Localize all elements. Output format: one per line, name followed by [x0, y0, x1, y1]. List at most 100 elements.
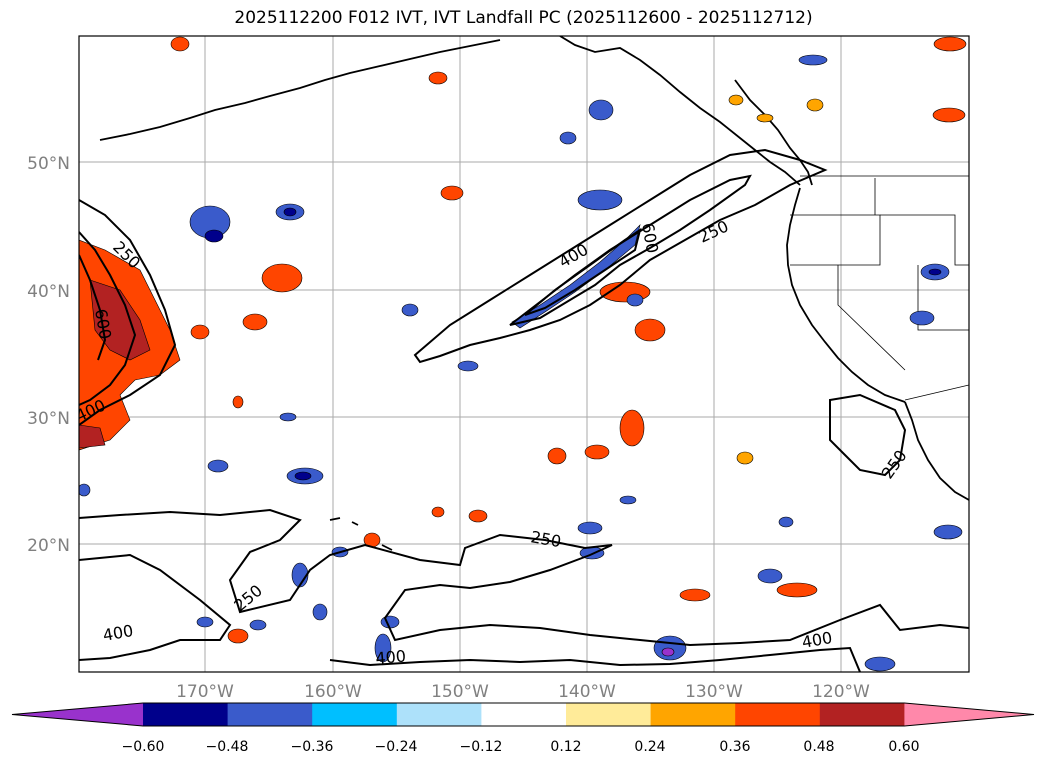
warm-blob: [756, 113, 774, 123]
cool-blob: [864, 656, 896, 672]
warm-blob: [776, 582, 818, 598]
cool-blob: [457, 360, 479, 372]
colorbar-ticks: −0.60 −0.48 −0.36 −0.24 −0.12 0.12 0.24 …: [122, 739, 920, 755]
lon-label: 150°W: [431, 682, 489, 702]
warm-blob: [736, 451, 754, 465]
cool-blob: [380, 615, 400, 629]
lon-label: 140°W: [558, 682, 616, 702]
ivt-contour-600-ar: [524, 227, 642, 316]
cool-blob: [577, 521, 603, 535]
state-border-4: [917, 265, 969, 331]
gridlines: [79, 36, 969, 672]
cool-blob: [374, 633, 392, 663]
colorbar-tick-label: −0.24: [375, 739, 418, 755]
colorbar-segment: [396, 703, 482, 726]
cool-blob: [588, 99, 614, 121]
warm-blob: [728, 94, 744, 106]
cool-ar-band: [511, 224, 641, 329]
lat-label: 20°N: [27, 536, 70, 556]
warm-blob: [190, 324, 210, 340]
warm-blob: [242, 313, 268, 331]
warm-blob: [806, 98, 824, 112]
cool-blob: [207, 459, 229, 473]
borders: [790, 175, 969, 401]
colorbar-tick-label: −0.36: [291, 739, 334, 755]
westcoast-usa: [786, 187, 906, 403]
warm-blob: [584, 444, 610, 460]
colorbar-segment: [312, 703, 398, 726]
hawaii-islands: [329, 517, 393, 551]
cool-blob-core: [204, 229, 224, 243]
colorbar-tick-label: 0.48: [803, 739, 834, 755]
warm-blob: [261, 263, 303, 293]
warm-blob: [227, 628, 249, 644]
ivt-contour-250-south: [79, 508, 969, 647]
cool-blob: [196, 616, 214, 628]
cool-blob-core: [294, 471, 312, 481]
cool-blob: [626, 293, 644, 307]
cool-blob: [757, 568, 783, 584]
colorbar-tick-label: −0.12: [460, 739, 503, 755]
map-area: [79, 36, 969, 672]
ivt-contour-250-west: [79, 199, 177, 426]
lon-labels: 170°W 160°W 150°W 140°W 130°W 120°W: [176, 682, 870, 702]
us-mexico-border: [904, 384, 969, 401]
warm-blob: [428, 71, 448, 85]
lon-label: 130°W: [685, 682, 743, 702]
colorbar-tick-label: 0.36: [719, 739, 750, 755]
cool-blob: [619, 495, 637, 505]
cool-blob: [798, 54, 828, 66]
colorbar-tick-label: 0.12: [550, 739, 581, 755]
cool-blob-core: [283, 207, 297, 217]
warm-blob: [468, 509, 488, 523]
contour-label: 400: [375, 646, 407, 668]
cool-blob-core: [661, 647, 675, 657]
lon-label: 120°W: [812, 682, 870, 702]
colorbar-segment: [819, 703, 905, 726]
lat-labels: 50°N 40°N 30°N 20°N: [27, 154, 70, 556]
baja-mexico-coast: [904, 401, 969, 501]
lon-label: 170°W: [176, 682, 234, 702]
cool-blob: [933, 524, 963, 540]
colorbar-tick-label: 0.24: [634, 739, 665, 755]
colorbar-tick-label: −0.60: [122, 739, 165, 755]
colorbar-tick-label: 0.60: [888, 739, 919, 755]
cool-blob-core: [928, 268, 942, 276]
colorbar-tick-label: −0.48: [206, 739, 249, 755]
cool-blob: [279, 412, 297, 422]
warm-blob: [170, 36, 190, 52]
alaska-coast: [559, 36, 801, 186]
cool-blob: [778, 516, 794, 528]
cool-blob: [577, 189, 623, 211]
map-title: 2025112200 F012 IVT, IVT Landfall PC (20…: [234, 8, 813, 28]
warm-blob: [933, 36, 967, 52]
colorbar-segment: [481, 703, 567, 726]
warm-blob: [932, 107, 966, 123]
colorbar-segment: [735, 703, 821, 726]
cool-blob: [79, 483, 91, 497]
colorbar-segment: [143, 703, 229, 726]
ivt-contour-400-south2: [329, 646, 861, 672]
ivt-contour-250-ar: [413, 148, 828, 364]
lon-label: 160°W: [304, 682, 362, 702]
map-frame: [78, 35, 970, 673]
warm-blob: [440, 185, 464, 201]
colorbar-segment: [227, 703, 313, 726]
state-border-1: [790, 214, 881, 266]
cool-blob: [559, 131, 577, 145]
colorbar-extend-low: [12, 703, 143, 726]
warm-blob: [679, 588, 711, 602]
warm-blob: [634, 318, 666, 342]
colorbar-segment: [566, 703, 652, 726]
lat-label: 30°N: [27, 409, 70, 429]
ivt-contour-250-baja: [829, 393, 907, 477]
colorbar: [11, 702, 1035, 727]
lat-label: 40°N: [27, 282, 70, 302]
positive-pc-shading: [79, 36, 967, 644]
canada-coast: [734, 79, 813, 186]
warm-blob: [431, 506, 445, 518]
cool-blob: [291, 562, 309, 588]
warm-blob: [547, 447, 567, 465]
ivt-contour-400-west: [79, 231, 137, 406]
cool-blob: [909, 310, 935, 326]
